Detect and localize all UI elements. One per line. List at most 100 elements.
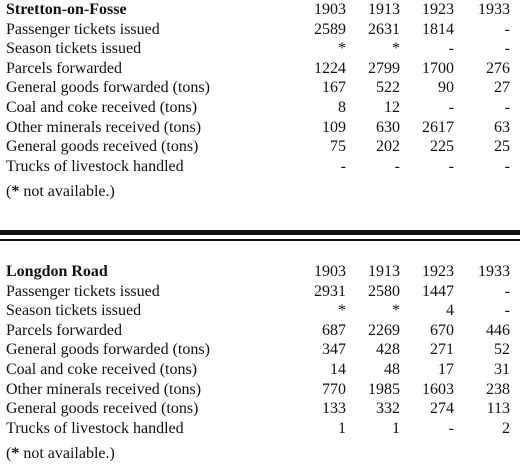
cell-value: 225 bbox=[430, 138, 454, 156]
table-row: Passenger tickets issued 2589 2631 1814 … bbox=[6, 20, 510, 40]
row-label: Passenger tickets issued bbox=[6, 20, 160, 38]
cell-value: 687 bbox=[322, 321, 346, 339]
row-label: Trucks of livestock handled bbox=[6, 419, 184, 437]
divider-thick bbox=[0, 230, 520, 235]
table-row: Trucks of livestock handled - - - - bbox=[6, 157, 510, 177]
cell-value: 274 bbox=[430, 400, 454, 418]
footnote-open: ( bbox=[6, 183, 12, 201]
table-row: Other minerals received (tons) 770 1985 … bbox=[6, 380, 510, 400]
cell-value: * bbox=[392, 302, 400, 320]
divider-thin bbox=[0, 239, 520, 241]
cell-value: - bbox=[394, 157, 400, 175]
table-row: Coal and coke received (tons) 14 48 17 3… bbox=[6, 360, 510, 380]
year-header: 1933 bbox=[478, 263, 510, 280]
cell-value: 2580 bbox=[368, 282, 400, 300]
row-label: Coal and coke received (tons) bbox=[6, 98, 198, 116]
cell-value: 1 bbox=[338, 419, 346, 437]
cell-value: 271 bbox=[430, 341, 454, 359]
cell-value: - bbox=[504, 282, 510, 300]
table-row: Coal and coke received (tons) 8 12 - - bbox=[6, 98, 510, 118]
table-row: General goods forwarded (tons) 167 522 9… bbox=[6, 78, 510, 98]
cell-value: 14 bbox=[330, 360, 346, 378]
cell-value: 1603 bbox=[422, 380, 454, 398]
cell-value: 428 bbox=[376, 341, 400, 359]
cell-value: 109 bbox=[322, 118, 346, 136]
footnote-close: ) bbox=[109, 445, 115, 463]
cell-value: * bbox=[338, 302, 346, 320]
row-label: Other minerals received (tons) bbox=[6, 380, 202, 398]
year-header: 1913 bbox=[368, 1, 400, 18]
cell-value: 2799 bbox=[368, 59, 400, 77]
table-row: Parcels forwarded 687 2269 670 446 bbox=[6, 321, 510, 341]
row-label: Parcels forwarded bbox=[6, 321, 122, 339]
row-label: Parcels forwarded bbox=[6, 59, 122, 77]
table-row: Trucks of livestock handled 1 1 - 2 bbox=[6, 419, 510, 439]
year-header: 1923 bbox=[422, 1, 454, 18]
year-header: 1933 bbox=[478, 1, 510, 18]
footnote-star: * bbox=[11, 445, 20, 463]
station-title: Stretton-on-Fosse bbox=[6, 1, 127, 18]
year-header: 1903 bbox=[314, 263, 346, 280]
cell-value: 75 bbox=[330, 138, 346, 156]
cell-value: 770 bbox=[322, 380, 346, 398]
table-row: General goods received (tons) 133 332 27… bbox=[6, 399, 510, 419]
traffic-table: Stretton-on-Fosse 1903 1913 1923 1933 Pa… bbox=[6, 0, 510, 176]
table-row: Other minerals received (tons) 109 630 2… bbox=[6, 118, 510, 138]
table-row: Parcels forwarded 1224 2799 1700 276 bbox=[6, 59, 510, 79]
cell-value: 2589 bbox=[314, 20, 346, 38]
cell-value: 202 bbox=[376, 138, 400, 156]
cell-value: 12 bbox=[384, 98, 400, 116]
cell-value: 17 bbox=[438, 360, 454, 378]
cell-value: 2269 bbox=[368, 321, 400, 339]
cell-value: 347 bbox=[322, 341, 346, 359]
cell-value: 27 bbox=[494, 79, 510, 97]
cell-value: - bbox=[448, 419, 454, 437]
cell-value: 1814 bbox=[422, 20, 454, 38]
table-row: General goods forwarded (tons) 347 428 2… bbox=[6, 340, 510, 360]
row-label: General goods received (tons) bbox=[6, 138, 199, 156]
footnote-text: not available. bbox=[19, 183, 110, 201]
cell-value: * bbox=[392, 40, 400, 58]
cell-value: - bbox=[448, 40, 454, 58]
row-label: Season tickets issued bbox=[6, 40, 142, 58]
cell-value: 167 bbox=[322, 79, 346, 97]
cell-value: 446 bbox=[486, 321, 510, 339]
cell-value: 1224 bbox=[314, 59, 346, 77]
table-row: Passenger tickets issued 2931 2580 1447 … bbox=[6, 282, 510, 302]
cell-value: 133 bbox=[322, 400, 346, 418]
cell-value: 90 bbox=[438, 79, 454, 97]
row-label: Other minerals received (tons) bbox=[6, 118, 202, 136]
cell-value: - bbox=[340, 157, 346, 175]
cell-value: 8 bbox=[338, 98, 346, 116]
cell-value: 276 bbox=[486, 59, 510, 77]
cell-value: 1 bbox=[392, 419, 400, 437]
cell-value: 52 bbox=[494, 341, 510, 359]
table-row: Season tickets issued * * - - bbox=[6, 39, 510, 59]
cell-value: 238 bbox=[486, 380, 510, 398]
row-label: Coal and coke received (tons) bbox=[6, 360, 198, 378]
cell-value: 670 bbox=[430, 321, 454, 339]
footnote-star: * bbox=[11, 183, 20, 201]
cell-value: - bbox=[504, 20, 510, 38]
table-header-row: Stretton-on-Fosse 1903 1913 1923 1933 bbox=[6, 0, 510, 20]
row-label: General goods received (tons) bbox=[6, 400, 199, 418]
row-label: Passenger tickets issued bbox=[6, 282, 160, 300]
station-section-longdon: Longdon Road 1903 1913 1923 1933 Passeng… bbox=[0, 262, 520, 464]
cell-value: 2 bbox=[502, 419, 510, 437]
footnote: (* not available.) bbox=[6, 182, 520, 202]
traffic-table: Longdon Road 1903 1913 1923 1933 Passeng… bbox=[6, 262, 510, 438]
row-label: General goods forwarded (tons) bbox=[6, 79, 210, 97]
cell-value: 2931 bbox=[314, 282, 346, 300]
cell-value: - bbox=[504, 302, 510, 320]
cell-value: 113 bbox=[486, 400, 510, 418]
cell-value: 2617 bbox=[422, 118, 454, 136]
cell-value: 522 bbox=[376, 79, 400, 97]
cell-value: 25 bbox=[494, 138, 510, 156]
year-header: 1923 bbox=[422, 263, 454, 280]
cell-value: - bbox=[504, 40, 510, 58]
footnote: (* not available.) bbox=[6, 444, 520, 464]
cell-value: - bbox=[448, 157, 454, 175]
footnote-open: ( bbox=[6, 445, 12, 463]
cell-value: * bbox=[338, 40, 346, 58]
cell-value: 4 bbox=[446, 302, 454, 320]
